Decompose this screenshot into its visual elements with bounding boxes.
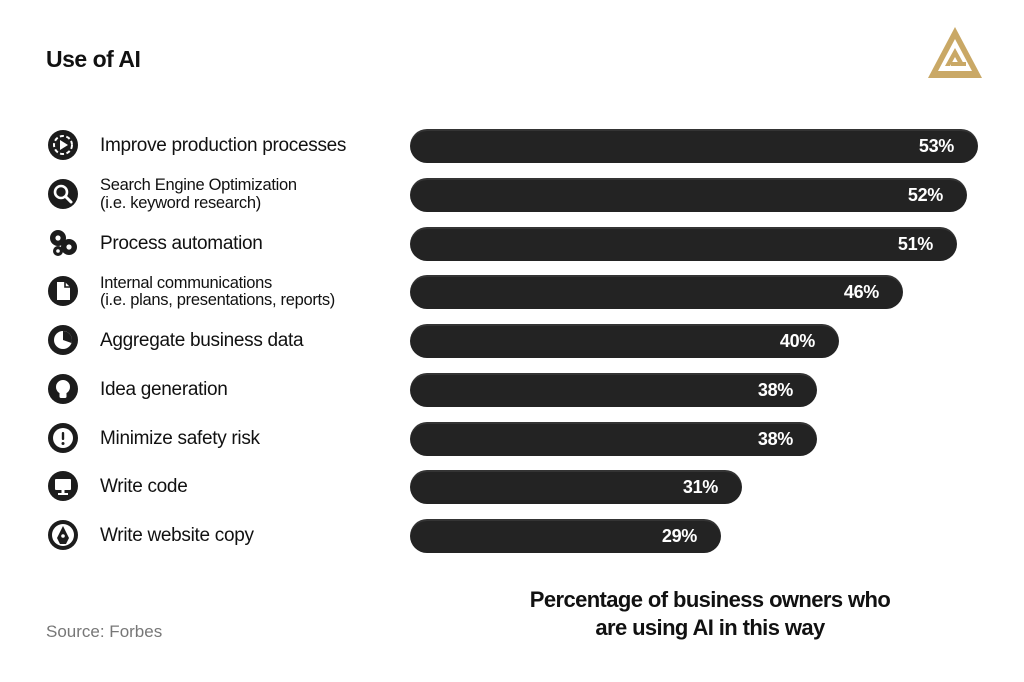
bar-value-label: 51% [897, 233, 933, 254]
bar-value-label: 38% [757, 379, 793, 400]
pie-chart-icon [46, 323, 80, 357]
bar-value-label: 38% [757, 428, 793, 449]
category-label: Internal communications (i.e. plans, pres… [100, 272, 395, 312]
caption-line-1: Percentage of business owners who [529, 587, 891, 612]
bar-row: Idea generation 38% [0, 370, 1024, 407]
bar: 29% [410, 519, 721, 553]
category-label: Search Engine Optimization (i.e. keyword … [100, 175, 395, 215]
bar: 53% [410, 129, 978, 163]
bar-value-label: 52% [907, 184, 943, 205]
bar-value-label: 31% [682, 477, 718, 498]
category-label-main: Write website copy [100, 525, 254, 547]
bar-row: Write website copy 29% [0, 516, 1024, 553]
category-label: Process automation [100, 224, 395, 264]
category-label: Idea generation [100, 370, 395, 410]
document-icon [46, 274, 80, 308]
bar: 51% [410, 226, 957, 261]
bar-row: Write code 31% [0, 467, 1024, 505]
bar-value-label: 29% [661, 526, 697, 546]
category-label-main: Minimize safety risk [100, 427, 260, 449]
category-label-main: Idea generation [100, 378, 228, 400]
category-label-sub: (i.e. plans, presentations, reports) [100, 291, 335, 310]
source-note: Source: Forbes [46, 622, 163, 641]
category-label: Minimize safety risk [100, 419, 395, 459]
category-label-main: Process automation [100, 232, 263, 254]
gear-play-icon [46, 128, 80, 162]
bar: 40% [410, 324, 839, 358]
brand-logo-icon [928, 27, 982, 78]
bar-value-label: 53% [918, 136, 954, 156]
category-label-main: Improve production processes [100, 135, 347, 157]
category-label-main: Search Engine Optimization [100, 176, 297, 195]
category-label: Improve production processes [100, 126, 395, 166]
bar-row: Search Engine Optimization (i.e. keyword … [0, 175, 1024, 212]
bar: 38% [410, 372, 817, 407]
category-label-main: Write code [100, 476, 188, 498]
chart-title: Use of AI [46, 46, 141, 72]
warning-icon [46, 421, 80, 455]
chart-caption: Percentage of business owners who are us… [470, 586, 950, 642]
gears-icon [46, 226, 80, 260]
lightbulb-icon [46, 372, 80, 406]
bar-value-label: 46% [843, 282, 879, 303]
bar-value-label: 40% [779, 331, 815, 351]
bar: 31% [410, 470, 742, 505]
category-label-main: Internal communications [100, 273, 272, 292]
magnifier-icon [46, 177, 80, 211]
caption-line-2: are using AI in this way [595, 615, 825, 641]
bar-row: Improve production processes 53% [0, 126, 1024, 163]
bar-row: Process automation 51% [0, 224, 1024, 261]
monitor-icon [46, 469, 80, 503]
bar: 46% [410, 275, 903, 310]
bar-row: Aggregate business data 40% [0, 321, 1024, 358]
category-label: Write website copy [100, 516, 395, 556]
pen-nib-icon [46, 518, 80, 552]
bar: 52% [410, 177, 967, 212]
bar-row: Minimize safety risk 38% [0, 419, 1024, 456]
category-label-sub: (i.e. keyword research) [100, 193, 261, 212]
bar: 38% [410, 421, 817, 456]
category-label: Write code [100, 467, 395, 507]
category-label-main: Aggregate business data [100, 330, 304, 352]
bar-row: Internal communications (i.e. plans, pres… [0, 272, 1024, 310]
category-label: Aggregate business data [100, 321, 395, 361]
